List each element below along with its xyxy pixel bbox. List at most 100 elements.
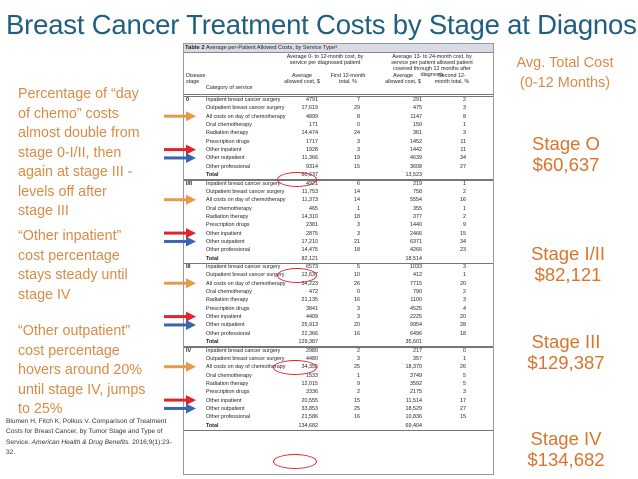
citation-main: Blumen H, Fitch K, Polkus V. Comparison … [6, 418, 167, 446]
category-cell: Other outpatient [206, 155, 245, 162]
stage-cell: 0 [186, 97, 189, 103]
cost-cell: 1717 [306, 138, 318, 145]
table-total-row: Total 134,682 69,404 [184, 422, 493, 431]
table-row: Oral chemotherapy 171 0 150 1 [184, 121, 493, 130]
cost-cell: 17,619 [301, 105, 319, 112]
category-cell: Other inpatient [206, 314, 242, 321]
cost-cell: 1452 [410, 138, 422, 145]
category-cell: Prescription drugs [206, 138, 250, 145]
cost-cell: 465 [309, 205, 318, 212]
cost-cell: 758 [413, 188, 422, 195]
stage-cost: $60,637 [532, 154, 600, 175]
cost-cell: 1928 [306, 147, 318, 154]
stage-1-2-cost: Stage I/II $82,121 [512, 243, 624, 285]
cost-cell: 4899 [306, 113, 318, 120]
total-highlight-oval [273, 454, 317, 469]
table-row: All costs on day of chemotherapy 11,373 14… [184, 196, 493, 205]
category-cell: Oral chemotherapy [206, 205, 252, 212]
cost-cell: 1533 [306, 372, 318, 379]
table-label: Table 2 [185, 45, 205, 51]
pct-cell: 8 [463, 113, 466, 120]
pct-cell: 2 [463, 188, 466, 195]
stage-cell: IV [186, 347, 192, 354]
pct-cell: 17 [460, 397, 466, 404]
cost-cell: 11,514 [405, 397, 422, 404]
pct-cell: 20 [354, 322, 360, 329]
category-cell: Total [206, 422, 219, 429]
cost-cell: 35,601 [405, 339, 423, 346]
cost-cell: 18,514 [405, 255, 423, 262]
cost-cell: 3336 [306, 389, 318, 396]
pct-cell: 3 [463, 389, 466, 396]
cost-cell: 412 [413, 272, 422, 279]
category-cell: Inpatient breast cancer surgery [206, 264, 281, 270]
stage-4-cost: Stage IV $134,682 [510, 428, 622, 470]
cost-cell: 6573 [306, 264, 318, 270]
stage-name: Stage III [531, 331, 601, 352]
table-row: All costs on day of chemotherapy 4899 8 114… [184, 113, 493, 122]
table-row: Oral chemotherapy 472 0 790 2 [184, 288, 493, 297]
stage-cell: III [186, 264, 191, 270]
pct-cell: 14 [354, 188, 360, 195]
stage-divider [184, 263, 493, 264]
cost-cell: 4525 [410, 305, 422, 312]
pct-cell: 1 [357, 205, 360, 212]
cost-cell: 6496 [410, 330, 422, 337]
category-cell: Total [206, 339, 219, 346]
pct-cell: 3 [463, 264, 466, 270]
avg-label-line2: (0-12 Months) [519, 74, 611, 91]
pct-cell: 25 [354, 405, 360, 412]
cost-cell: 18,370 [405, 364, 423, 371]
table-row: Other outpatient 17,210 21 6371 34 [184, 238, 493, 247]
table-row: Radiation therapy 14,310 18 377 2 [184, 213, 493, 222]
cost-cell: 2225 [410, 314, 422, 321]
stage-cell: I/II [186, 180, 192, 187]
slide-title: Breast Cancer Treatment Costs by Stage a… [6, 9, 638, 40]
pct-cell: 3 [357, 305, 360, 312]
pct-cell: 20 [460, 280, 466, 287]
cost-cell: 4266 [410, 247, 422, 254]
pct-cell: 24 [354, 130, 360, 137]
table-caption-text: Average per-Patient Allowed Costs, by Se… [206, 45, 338, 51]
cost-cell: 361 [413, 130, 422, 137]
table-row: Radiation therapy 21,135 16 1100 3 [184, 296, 493, 305]
cost-cell: 2381 [306, 222, 318, 229]
pct-cell: 9 [357, 380, 360, 387]
cost-cell: 3749 [410, 372, 422, 379]
cost-cell: 14,475 [301, 247, 319, 254]
pct-cell: 2 [357, 389, 360, 396]
cost-cell: 4409 [306, 314, 318, 321]
category-cell: Other inpatient [206, 397, 242, 404]
cost-cell: 5554 [410, 197, 422, 204]
table-row: All costs on day of chemotherapy 34,223 26… [184, 280, 493, 289]
cost-cell: 1442 [410, 147, 422, 154]
category-cell: Outpatient breast cancer surgery [206, 105, 285, 112]
pct-cell: 15 [460, 414, 466, 421]
citation: Blumen H, Fitch K, Polkus V. Comparison … [6, 417, 178, 458]
pct-cell: 3 [463, 130, 466, 137]
category-cell: Radiation therapy [206, 213, 249, 220]
table-row: Outpatient breast cancer surgery 12,637 10… [184, 271, 493, 280]
category-cell: Total [206, 172, 219, 179]
pct-cell: 18 [354, 213, 360, 220]
category-cell: Total [206, 255, 219, 262]
pct-cell: 4 [463, 305, 466, 312]
cost-cell: 472 [309, 289, 318, 296]
total-highlight-oval [277, 172, 317, 187]
header-avg-cost-1: Average allowed cost, $ [284, 73, 320, 85]
cost-cell: 21,586 [301, 414, 319, 421]
table-row: Other inpatient 1928 3 1442 11 [184, 146, 493, 155]
table-row: Outpatient breast cancer surgery 17,619 29… [184, 104, 493, 113]
pct-cell: 8 [357, 113, 360, 120]
cost-cell: 14,310 [301, 213, 319, 220]
table-total-row: Total 60,637 13,523 [184, 171, 493, 181]
cost-cell: 9954 [410, 322, 422, 329]
pct-cell: 1 [357, 372, 360, 379]
cost-cell: 2875 [306, 230, 318, 237]
pct-cell: 5 [463, 372, 466, 379]
table-row: Outpatient breast cancer surgery 11,753 14… [184, 188, 493, 197]
cost-cell: 1440 [410, 222, 422, 229]
pct-cell: 2 [463, 289, 466, 296]
pct-cell: 3 [357, 314, 360, 321]
table-row: Other inpatient 20,555 15 11,514 17 [184, 397, 493, 406]
